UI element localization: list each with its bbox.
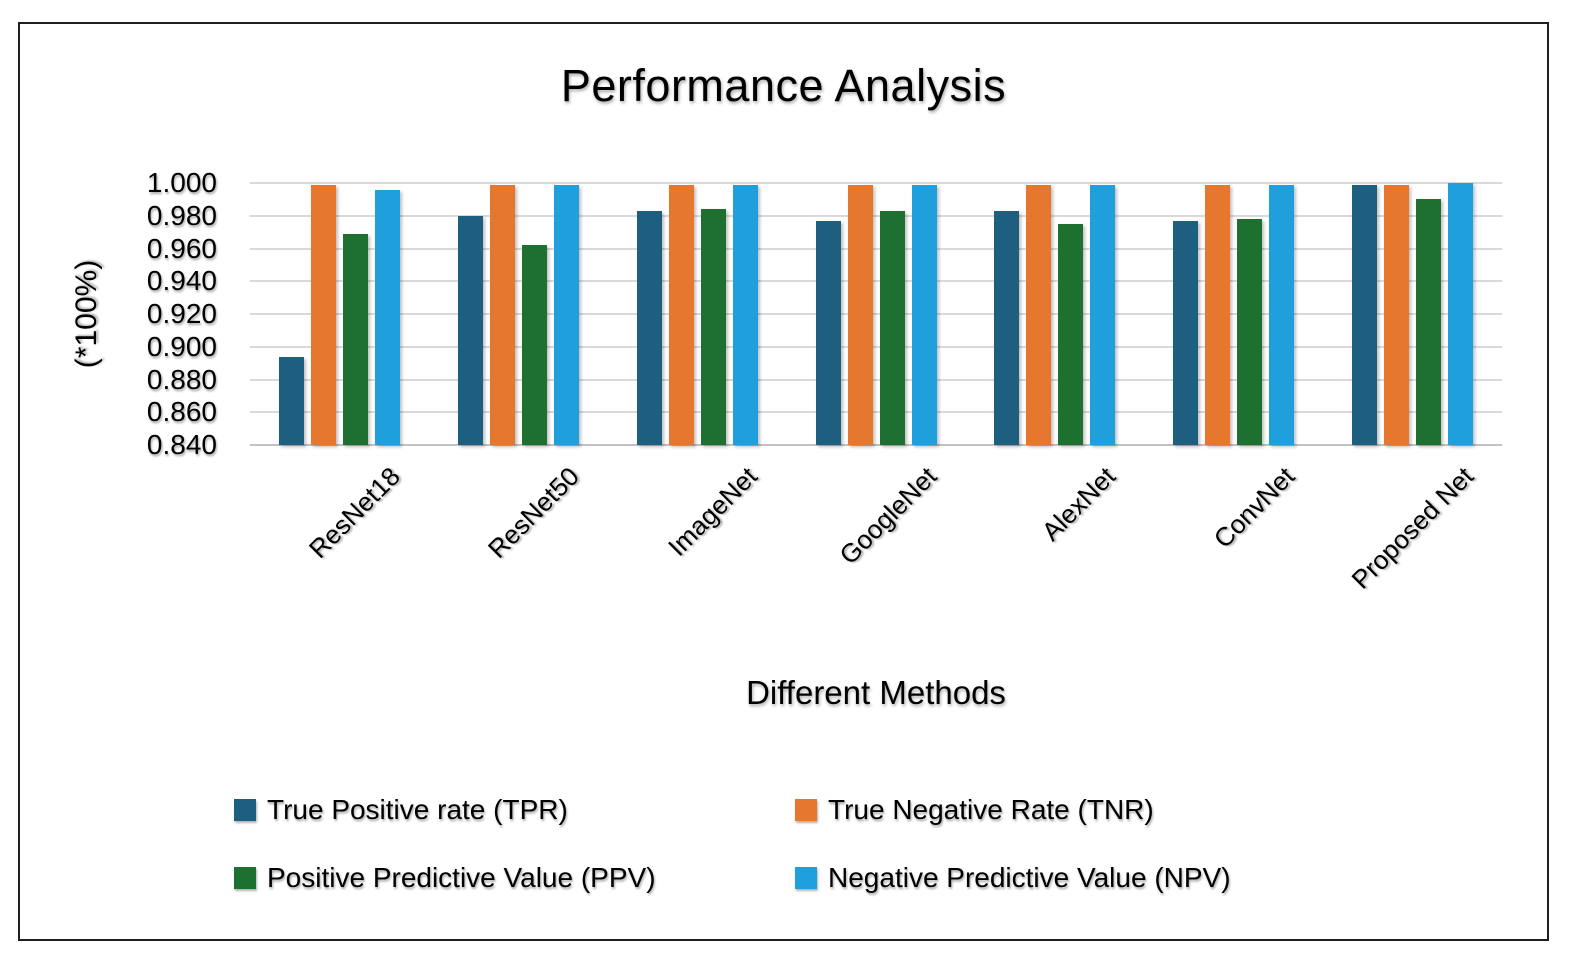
bar-group — [250, 183, 429, 445]
bar — [1058, 223, 1084, 445]
bar-group — [1144, 183, 1323, 445]
gridline — [250, 313, 1502, 315]
bar — [815, 220, 841, 445]
bar — [1352, 184, 1378, 445]
y-tick-label: 0.940 — [146, 265, 217, 297]
gridline — [250, 411, 1502, 414]
y-tick-label: 0.920 — [146, 298, 217, 329]
legend-item: Negative Predictive Value (NPV) — [795, 862, 1231, 894]
bar — [374, 189, 400, 445]
bar — [457, 215, 483, 445]
y-tick-label: 0.860 — [146, 396, 217, 428]
gridline — [250, 182, 1502, 184]
bar — [668, 184, 694, 445]
bar — [879, 210, 905, 445]
legend-swatch-icon — [795, 867, 817, 889]
legend-label: Positive Predictive Value (PPV) — [267, 862, 656, 893]
y-tick-label: 1.000 — [146, 167, 217, 198]
bar — [1384, 184, 1410, 445]
bar — [1269, 184, 1295, 445]
x-category-label: ConvNet — [1207, 461, 1300, 554]
bar — [1448, 183, 1474, 445]
x-category-label: AlexNet — [1035, 461, 1122, 547]
y-tick-label: 0.960 — [146, 232, 217, 264]
legend-item: Positive Predictive Value (PPV) — [234, 862, 795, 894]
bar — [521, 245, 547, 445]
y-tick-label: 0.980 — [146, 199, 217, 231]
y-tick-label: 0.900 — [146, 330, 217, 362]
bar — [994, 210, 1020, 445]
bar-group — [1323, 183, 1502, 445]
chart-frame: Performance Analysis (*100%) ResNet18 Res… — [18, 22, 1549, 941]
bar — [847, 184, 873, 445]
bar — [310, 184, 336, 445]
bar — [342, 233, 368, 445]
x-category-label: Proposed Net — [1345, 461, 1479, 595]
legend-swatch-icon — [234, 799, 256, 821]
legend-label: True Positive rate (TPR) — [267, 794, 568, 825]
x-axis-title: Different Methods — [746, 674, 1006, 711]
bar-group — [608, 183, 787, 445]
gridline — [250, 214, 1502, 217]
x-category-label: GoogleNet — [833, 461, 943, 571]
bar — [1416, 199, 1442, 445]
bar — [553, 184, 579, 445]
gridline — [250, 280, 1502, 283]
legend: True Positive rate (TPR) True Negative Ra… — [234, 794, 1231, 894]
legend-item: True Negative Rate (TNR) — [795, 794, 1231, 826]
x-category-label: ImageNet — [662, 461, 764, 562]
chart-title: Performance Analysis — [560, 60, 1007, 111]
gridline — [250, 378, 1502, 381]
bar — [1090, 184, 1116, 445]
y-tick-label: 0.880 — [146, 363, 217, 395]
x-category-labels: ResNet18 ResNet50 ImageNet GoogleNet AlexNet… — [250, 461, 1502, 661]
bar-group — [787, 183, 966, 445]
bar — [489, 184, 515, 445]
plot-area — [250, 182, 1502, 446]
bar-groups — [250, 183, 1502, 445]
gridline — [250, 345, 1502, 348]
bar — [278, 356, 304, 445]
legend-label: True Negative Rate (TNR) — [828, 794, 1154, 825]
bar-group — [429, 183, 608, 445]
bar — [1205, 184, 1231, 445]
legend-swatch-icon — [795, 799, 817, 821]
bar — [1173, 220, 1199, 445]
legend-item: True Positive rate (TPR) — [234, 794, 795, 826]
bar — [911, 184, 937, 445]
bar — [1237, 219, 1263, 445]
bar — [636, 210, 662, 445]
legend-swatch-icon — [234, 867, 256, 889]
x-category-label: ResNet50 — [481, 461, 585, 564]
gridline — [250, 444, 1502, 446]
legend-label: Negative Predictive Value (NPV) — [828, 862, 1231, 893]
x-category-label: ResNet18 — [302, 461, 406, 564]
y-tick-label: 0.840 — [146, 429, 217, 460]
bar-group — [965, 183, 1144, 445]
bar — [700, 209, 726, 445]
bar — [1026, 184, 1052, 445]
bar — [732, 184, 758, 445]
gridline — [250, 247, 1502, 250]
